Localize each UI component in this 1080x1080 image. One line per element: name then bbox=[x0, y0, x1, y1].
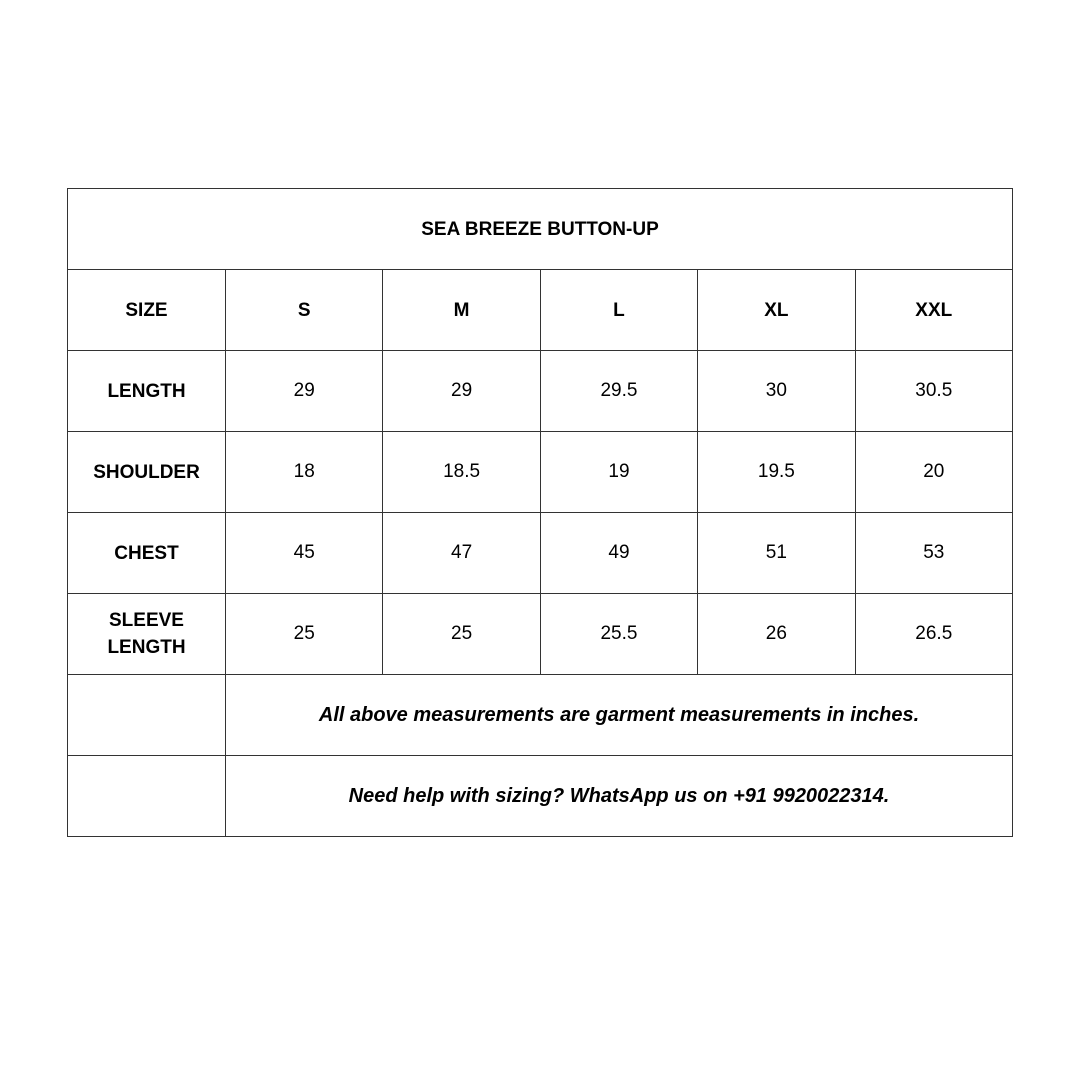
size-header: SIZE bbox=[67, 269, 226, 351]
cell: 49 bbox=[539, 512, 699, 594]
cell: 51 bbox=[697, 512, 856, 594]
size-s: S bbox=[224, 269, 384, 351]
empty-cell bbox=[67, 674, 226, 756]
measurement-note: All above measurements are garment measu… bbox=[225, 674, 1013, 756]
table-title: SEA BREEZE BUTTON-UP bbox=[67, 188, 1013, 270]
cell: 25 bbox=[224, 593, 384, 675]
cell: 47 bbox=[382, 512, 541, 594]
header-row: SIZE S M L XL XXL bbox=[67, 269, 1014, 351]
cell: 53 bbox=[854, 512, 1014, 594]
row-label: SHOULDER bbox=[67, 431, 226, 513]
cell: 26.5 bbox=[854, 593, 1014, 675]
cell: 26 bbox=[697, 593, 856, 675]
size-l: L bbox=[539, 269, 699, 351]
table-row: LENGTH 29 29 29.5 30 30.5 bbox=[67, 350, 1014, 432]
row-label: LENGTH bbox=[67, 350, 226, 432]
title-row: SEA BREEZE BUTTON-UP bbox=[67, 188, 1013, 270]
cell: 30.5 bbox=[854, 350, 1014, 432]
table-row: CHEST 45 47 49 51 53 bbox=[67, 512, 1014, 594]
cell: 30 bbox=[697, 350, 856, 432]
size-m: M bbox=[382, 269, 541, 351]
size-chart-table: SEA BREEZE BUTTON-UP SIZE S M L XL XXL L… bbox=[67, 188, 1014, 837]
cell: 25 bbox=[382, 593, 541, 675]
note-row: Need help with sizing? WhatsApp us on +9… bbox=[67, 755, 1013, 837]
cell: 25.5 bbox=[539, 593, 699, 675]
help-note: Need help with sizing? WhatsApp us on +9… bbox=[225, 755, 1013, 837]
table-row: SHOULDER 18 18.5 19 19.5 20 bbox=[67, 431, 1014, 513]
size-xxl: XXL bbox=[854, 269, 1014, 351]
row-label: CHEST bbox=[67, 512, 226, 594]
cell: 19 bbox=[539, 431, 699, 513]
row-label: SLEEVE LENGTH bbox=[67, 593, 226, 675]
note-row: All above measurements are garment measu… bbox=[67, 674, 1013, 756]
cell: 29 bbox=[382, 350, 541, 432]
table-row: SLEEVE LENGTH 25 25 25.5 26 26.5 bbox=[67, 593, 1014, 675]
cell: 19.5 bbox=[697, 431, 856, 513]
cell: 20 bbox=[854, 431, 1014, 513]
empty-cell bbox=[67, 755, 226, 837]
cell: 29.5 bbox=[539, 350, 699, 432]
cell: 18.5 bbox=[382, 431, 541, 513]
cell: 18 bbox=[224, 431, 384, 513]
size-xl: XL bbox=[697, 269, 856, 351]
cell: 45 bbox=[224, 512, 384, 594]
cell: 29 bbox=[224, 350, 384, 432]
